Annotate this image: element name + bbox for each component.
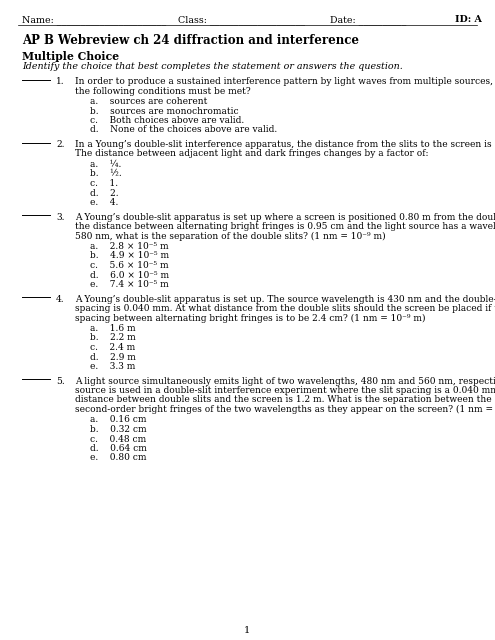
Text: a.    2.8 × 10⁻⁵ m: a. 2.8 × 10⁻⁵ m [90, 242, 169, 251]
Text: d.    6.0 × 10⁻⁵ m: d. 6.0 × 10⁻⁵ m [90, 271, 169, 280]
Text: a.    ¼.: a. ¼. [90, 160, 121, 169]
Text: e.    4.: e. 4. [90, 198, 118, 207]
Text: 3.: 3. [56, 212, 64, 221]
Text: c.    Both choices above are valid.: c. Both choices above are valid. [90, 116, 244, 125]
Text: b.    4.9 × 10⁻⁵ m: b. 4.9 × 10⁻⁵ m [90, 252, 169, 260]
Text: Date: __________: Date: __________ [330, 15, 406, 25]
Text: 2.: 2. [56, 140, 64, 149]
Text: the distance between alternating bright fringes is 0.95 cm and the light source : the distance between alternating bright … [75, 222, 495, 231]
Text: A Young’s double-slit apparatus is set up. The source wavelength is 430 nm and t: A Young’s double-slit apparatus is set u… [75, 294, 495, 303]
Text: b.    0.32 cm: b. 0.32 cm [90, 425, 147, 434]
Text: c.    1.: c. 1. [90, 179, 118, 188]
Text: ID: A: ID: A [455, 15, 482, 24]
Text: In order to produce a sustained interference pattern by light waves from multipl: In order to produce a sustained interfer… [75, 77, 495, 86]
Text: Name: _______________________: Name: _______________________ [22, 15, 166, 25]
Text: 5.: 5. [56, 376, 65, 385]
Text: In a Young’s double-slit interference apparatus, the distance from the slits to : In a Young’s double-slit interference ap… [75, 140, 495, 149]
Text: c.    2.4 m: c. 2.4 m [90, 343, 135, 352]
Text: d.    0.64 cm: d. 0.64 cm [90, 444, 147, 453]
Text: b.    sources are monochromatic: b. sources are monochromatic [90, 106, 239, 115]
Text: second-order bright fringes of the two wavelengths as they appear on the screen?: second-order bright fringes of the two w… [75, 405, 495, 414]
Text: e.    3.3 m: e. 3.3 m [90, 362, 135, 371]
Text: The distance between adjacent light and dark fringes changes by a factor of:: The distance between adjacent light and … [75, 150, 429, 159]
Text: AP B Webreview ch 24 diffraction and interference: AP B Webreview ch 24 diffraction and int… [22, 34, 359, 47]
Text: 4.: 4. [56, 294, 65, 303]
Text: A Young’s double-slit apparatus is set up where a screen is positioned 0.80 m fr: A Young’s double-slit apparatus is set u… [75, 212, 495, 221]
Text: c.    0.48 cm: c. 0.48 cm [90, 435, 146, 444]
Text: the following conditions must be met?: the following conditions must be met? [75, 86, 250, 95]
Text: Identify the choice that best completes the statement or answers the question.: Identify the choice that best completes … [22, 62, 403, 71]
Text: source is used in a double-slit interference experiment where the slit spacing i: source is used in a double-slit interfer… [75, 386, 495, 395]
Text: d.    2.9 m: d. 2.9 m [90, 353, 136, 362]
Text: e.    0.80 cm: e. 0.80 cm [90, 454, 147, 463]
Text: b.    ½.: b. ½. [90, 170, 122, 179]
Text: 1.: 1. [56, 77, 65, 86]
Text: spacing between alternating bright fringes is to be 2.4 cm? (1 nm = 10⁻⁹ m): spacing between alternating bright fring… [75, 314, 426, 323]
Text: a.    1.6 m: a. 1.6 m [90, 324, 136, 333]
Text: d.    None of the choices above are valid.: d. None of the choices above are valid. [90, 125, 277, 134]
Text: 580 nm, what is the separation of the double slits? (1 nm = 10⁻⁹ m): 580 nm, what is the separation of the do… [75, 232, 386, 241]
Text: Class: ____________________: Class: ____________________ [178, 15, 305, 25]
Text: distance between double slits and the screen is 1.2 m. What is the separation be: distance between double slits and the sc… [75, 396, 492, 404]
Text: d.    2.: d. 2. [90, 189, 119, 198]
Text: e.    7.4 × 10⁻⁵ m: e. 7.4 × 10⁻⁵ m [90, 280, 169, 289]
Text: Multiple Choice: Multiple Choice [22, 51, 119, 62]
Text: c.    5.6 × 10⁻⁵ m: c. 5.6 × 10⁻⁵ m [90, 261, 169, 270]
Text: a.    0.16 cm: a. 0.16 cm [90, 415, 147, 424]
Text: spacing is 0.040 mm. At what distance from the double slits should the screen be: spacing is 0.040 mm. At what distance fr… [75, 304, 495, 313]
Text: a.    sources are coherent: a. sources are coherent [90, 97, 207, 106]
Text: b.    2.2 m: b. 2.2 m [90, 333, 136, 342]
Text: A light source simultaneously emits light of two wavelengths, 480 nm and 560 nm,: A light source simultaneously emits ligh… [75, 376, 495, 385]
Text: 1: 1 [244, 626, 250, 635]
